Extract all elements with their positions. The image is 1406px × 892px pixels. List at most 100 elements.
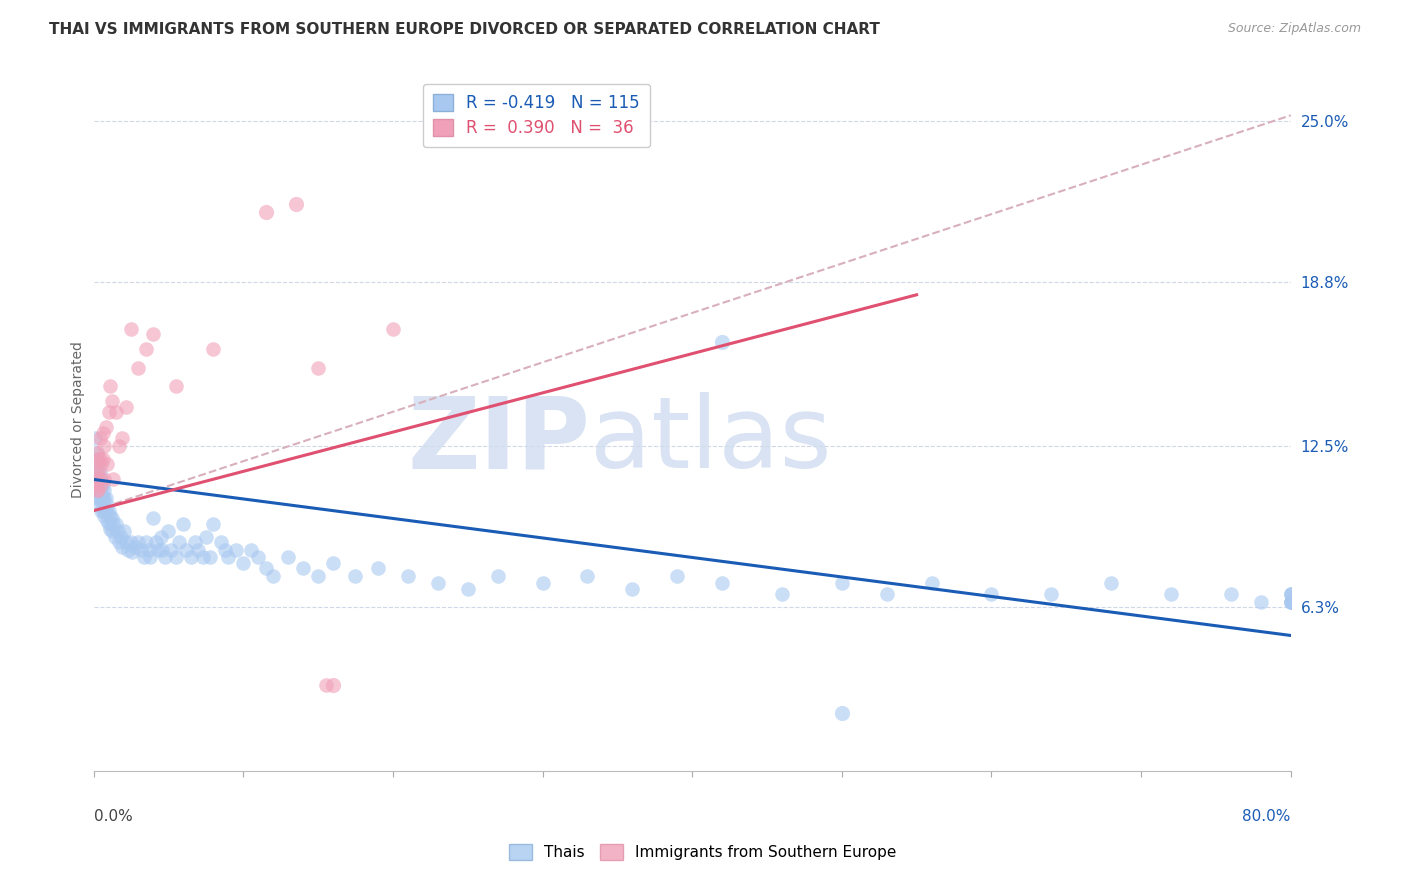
Point — [93, 483, 115, 497]
Point — [307, 568, 329, 582]
Point — [194, 530, 217, 544]
Point — [225, 542, 247, 557]
Point — [876, 587, 898, 601]
Point — [90, 472, 112, 486]
Point — [200, 550, 222, 565]
Point — [98, 522, 121, 536]
Point — [165, 550, 187, 565]
Point — [103, 530, 125, 544]
Point — [93, 508, 115, 523]
Point — [191, 550, 214, 565]
Point — [831, 576, 853, 591]
Point — [138, 542, 160, 557]
Point — [87, 472, 110, 486]
Point — [84, 477, 107, 491]
Point — [91, 425, 114, 440]
Point — [87, 465, 110, 479]
Point — [1099, 576, 1122, 591]
Point — [711, 334, 734, 349]
Point — [86, 472, 108, 486]
Point — [98, 508, 121, 523]
Point — [89, 493, 111, 508]
Point — [134, 550, 156, 565]
Point — [1040, 587, 1063, 601]
Point — [396, 568, 419, 582]
Point — [307, 360, 329, 375]
Point — [90, 483, 112, 497]
Point — [315, 678, 337, 692]
Point — [100, 524, 122, 539]
Point — [96, 514, 118, 528]
Text: Source: ZipAtlas.com: Source: ZipAtlas.com — [1227, 22, 1361, 36]
Point — [94, 420, 117, 434]
Point — [214, 542, 236, 557]
Point — [86, 446, 108, 460]
Point — [127, 360, 149, 375]
Point — [89, 465, 111, 479]
Point — [1279, 595, 1302, 609]
Point — [209, 534, 232, 549]
Point — [86, 465, 108, 479]
Point — [1279, 587, 1302, 601]
Point — [184, 534, 207, 549]
Point — [90, 457, 112, 471]
Point — [165, 379, 187, 393]
Text: THAI VS IMMIGRANTS FROM SOUTHERN EUROPE DIVORCED OR SEPARATED CORRELATION CHART: THAI VS IMMIGRANTS FROM SOUTHERN EUROPE … — [49, 22, 880, 37]
Point — [93, 491, 115, 505]
Y-axis label: Divorced or Separated: Divorced or Separated — [72, 341, 86, 498]
Point — [202, 343, 225, 357]
Point — [86, 483, 108, 497]
Legend: Thais, Immigrants from Southern Europe: Thais, Immigrants from Southern Europe — [503, 838, 903, 866]
Point — [97, 516, 120, 531]
Point — [381, 321, 404, 335]
Point — [89, 431, 111, 445]
Point — [232, 556, 254, 570]
Point — [100, 394, 122, 409]
Point — [87, 491, 110, 505]
Point — [1279, 587, 1302, 601]
Point — [86, 446, 108, 460]
Point — [277, 550, 299, 565]
Point — [96, 499, 118, 513]
Point — [121, 545, 143, 559]
Point — [87, 499, 110, 513]
Point — [91, 477, 114, 491]
Point — [105, 405, 128, 419]
Point — [101, 472, 124, 486]
Point — [239, 542, 262, 557]
Point — [120, 534, 142, 549]
Point — [1219, 587, 1241, 601]
Point — [120, 321, 142, 335]
Point — [152, 542, 174, 557]
Point — [107, 524, 129, 539]
Point — [1279, 595, 1302, 609]
Point — [1279, 595, 1302, 609]
Point — [1279, 587, 1302, 601]
Point — [84, 451, 107, 466]
Point — [87, 457, 110, 471]
Point — [105, 516, 128, 531]
Point — [292, 561, 315, 575]
Legend: R = -0.419   N = 115, R =  0.390   N =  36: R = -0.419 N = 115, R = 0.390 N = 36 — [423, 84, 650, 147]
Point — [426, 576, 449, 591]
Point — [344, 568, 367, 582]
Point — [247, 550, 270, 565]
Point — [322, 678, 344, 692]
Point — [167, 534, 190, 549]
Point — [486, 568, 509, 582]
Point — [93, 472, 115, 486]
Point — [127, 534, 149, 549]
Point — [1279, 595, 1302, 609]
Text: ZIP: ZIP — [408, 392, 591, 489]
Point — [176, 542, 198, 557]
Point — [142, 511, 165, 525]
Text: 0.0%: 0.0% — [94, 809, 132, 824]
Point — [160, 542, 183, 557]
Point — [284, 196, 307, 211]
Point — [90, 503, 112, 517]
Point — [89, 483, 111, 497]
Point — [149, 530, 172, 544]
Point — [111, 540, 134, 554]
Point — [146, 542, 169, 557]
Point — [155, 550, 177, 565]
